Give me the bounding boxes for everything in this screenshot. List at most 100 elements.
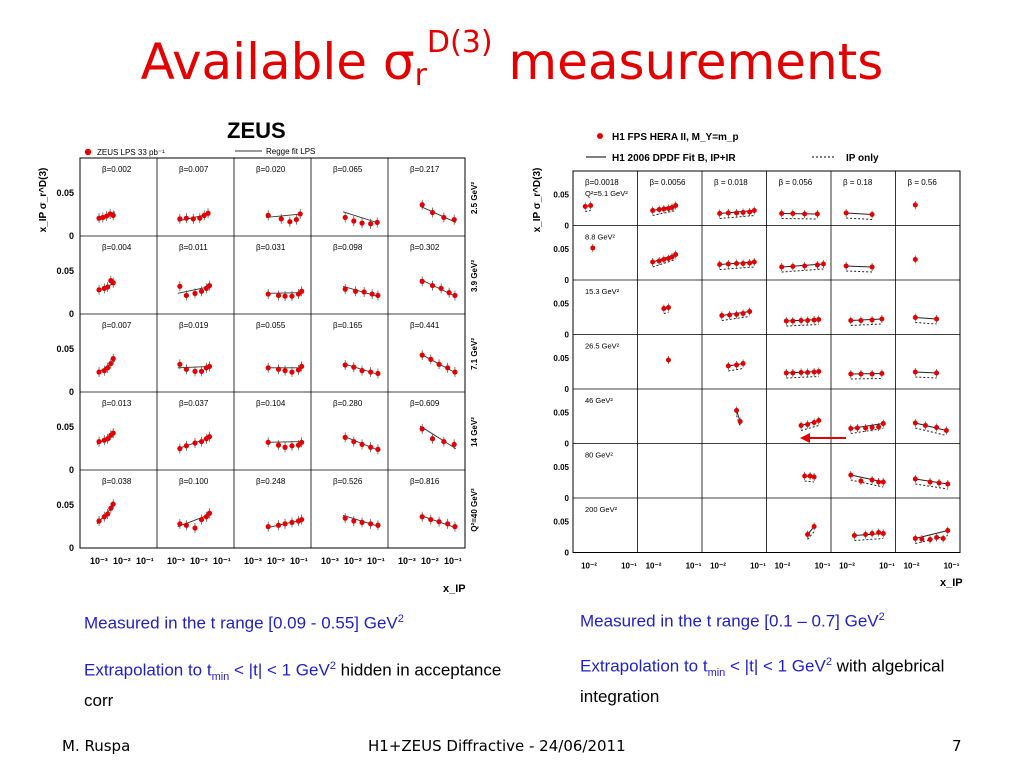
title-tail: measurements xyxy=(492,33,884,91)
data-point xyxy=(912,369,918,375)
data-point xyxy=(798,370,804,375)
page-number: 7 xyxy=(952,737,962,755)
data-point xyxy=(848,318,854,323)
data-point xyxy=(919,536,925,542)
data-point xyxy=(201,212,207,218)
dpdf-fit-line xyxy=(846,212,873,215)
data-point xyxy=(177,216,183,222)
data-point xyxy=(582,204,588,209)
ip-only-line xyxy=(786,324,819,327)
data-point xyxy=(445,521,451,527)
data-point xyxy=(183,366,189,372)
regge-fit-line xyxy=(419,205,457,223)
data-point xyxy=(352,288,359,294)
data-point xyxy=(342,214,348,221)
x-axis-label: x_IP xyxy=(443,583,466,595)
data-point xyxy=(299,288,305,294)
x-tick-label: 10⁻² xyxy=(190,556,208,566)
data-point xyxy=(734,312,740,317)
data-point xyxy=(673,252,679,257)
ip-only-line xyxy=(850,428,884,434)
data-point xyxy=(779,211,785,216)
data-point xyxy=(805,532,811,537)
data-point xyxy=(293,216,299,223)
data-point xyxy=(790,211,796,216)
ip-only-line xyxy=(915,322,937,325)
y-tick-label: 0 xyxy=(565,385,570,394)
y-tick-label: 0.05 xyxy=(553,409,569,418)
data-point xyxy=(734,408,740,413)
data-point xyxy=(734,261,740,266)
data-point xyxy=(368,444,374,450)
data-point xyxy=(843,210,849,216)
beta-label: β=0.011 xyxy=(179,243,208,252)
beta-label: β=0.0018 xyxy=(585,178,619,187)
ip-only-line xyxy=(728,368,744,372)
y-tick-label: 0 xyxy=(69,465,74,475)
data-point xyxy=(879,371,885,376)
data-point xyxy=(805,422,811,427)
data-point xyxy=(436,361,442,367)
data-point xyxy=(282,293,288,299)
data-point xyxy=(740,361,746,366)
ip-only-line xyxy=(850,479,884,488)
data-point xyxy=(848,426,854,431)
data-point xyxy=(747,309,753,314)
data-point xyxy=(451,216,457,223)
q2-row-label: 80 GeV² xyxy=(585,451,613,460)
data-point xyxy=(198,438,205,445)
data-point xyxy=(428,356,434,362)
ip-only-line xyxy=(846,270,873,273)
data-point xyxy=(183,215,189,221)
ip-only-line xyxy=(846,217,873,220)
data-point xyxy=(289,293,295,299)
q2-row-label: 8.8 GeV² xyxy=(585,233,616,242)
data-point xyxy=(429,436,436,442)
data-point xyxy=(869,477,875,483)
data-point xyxy=(816,418,822,423)
data-point xyxy=(368,221,374,227)
right-note-1: Measured in the t range [0.1 – 0.7] GeV2 xyxy=(580,611,885,631)
beta-label: β = 0.056 xyxy=(779,178,813,187)
data-point xyxy=(289,443,295,449)
data-point xyxy=(295,367,302,373)
data-point xyxy=(369,291,375,297)
data-point xyxy=(661,257,667,262)
dpdf-fit-line xyxy=(850,318,882,321)
data-point xyxy=(359,441,365,448)
y-tick-label: 0 xyxy=(565,331,570,340)
data-point xyxy=(275,292,282,299)
beta-label: β=0.248 xyxy=(256,477,286,486)
x-tick-label: 10⁻¹ xyxy=(750,562,766,571)
data-point xyxy=(854,425,860,431)
data-point xyxy=(869,212,875,217)
beta-label: β=0.013 xyxy=(102,399,132,408)
data-point xyxy=(717,211,723,216)
data-point xyxy=(912,420,918,426)
y-tick-label: 0 xyxy=(69,387,74,397)
x-tick-label: 10⁻¹ xyxy=(621,562,637,571)
data-point xyxy=(727,312,733,318)
data-point xyxy=(843,263,849,269)
dpdf-fit-line xyxy=(915,317,937,320)
beta-label: β=0.065 xyxy=(333,165,363,174)
data-point xyxy=(177,361,183,367)
data-point xyxy=(265,439,271,445)
data-point xyxy=(848,472,854,478)
legend-entry: H1 2006 DPDF Fit B, IP+IR xyxy=(612,153,736,164)
data-point xyxy=(419,202,425,208)
x-tick-label: 10⁻² xyxy=(839,562,855,571)
data-point xyxy=(342,515,348,521)
x-tick-label: 10⁻³ xyxy=(244,556,262,566)
data-point xyxy=(790,370,796,376)
data-point xyxy=(375,370,381,377)
data-point xyxy=(110,356,116,362)
ip-only-line xyxy=(781,218,818,220)
data-point xyxy=(446,290,452,296)
data-point xyxy=(206,510,213,516)
data-point xyxy=(275,522,282,528)
beta-label: β=0.104 xyxy=(256,399,286,408)
data-point xyxy=(278,216,284,222)
data-point xyxy=(419,426,425,432)
x-tick-label: 10⁻³ xyxy=(167,556,185,566)
